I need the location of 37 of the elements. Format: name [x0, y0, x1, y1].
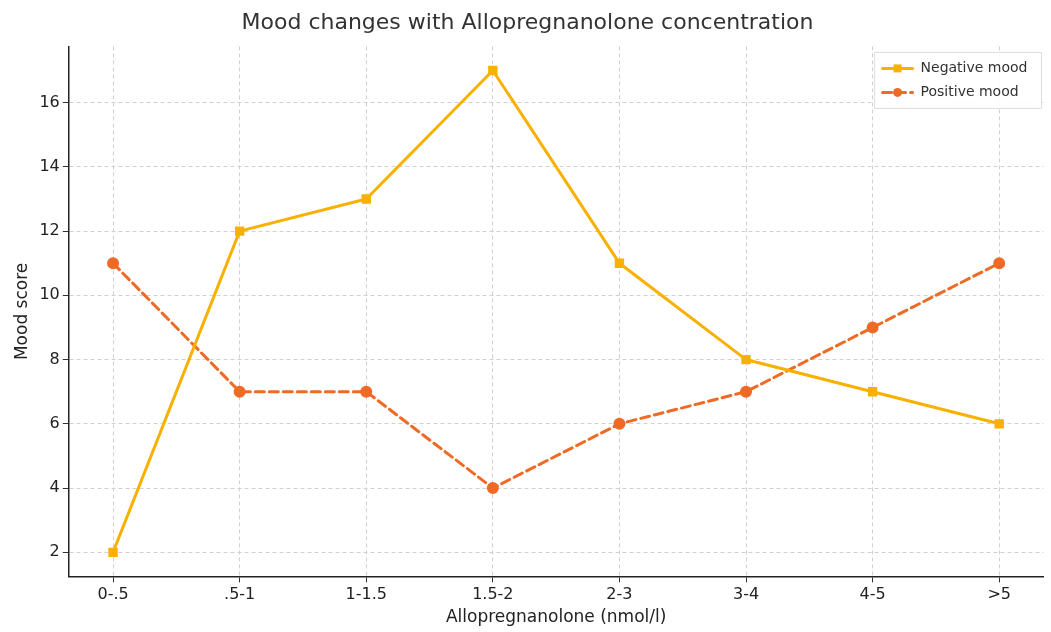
point	[740, 385, 753, 398]
point	[614, 258, 625, 268]
x-tick-label: 3-4	[732, 584, 760, 604]
x-tick-label: 1-1.5	[345, 584, 387, 604]
legend-label: Negative mood	[920, 59, 1028, 76]
x-tick-label: 2-3	[606, 584, 633, 604]
y-tick-label: 10	[39, 284, 60, 304]
x-tick-label: 0-.5	[97, 584, 129, 604]
point	[488, 65, 498, 76]
x-tick-label: .5-1	[224, 584, 256, 604]
y-tick-label: 12	[39, 220, 60, 240]
y-tick-label: 16	[39, 91, 60, 111]
point	[486, 482, 499, 495]
point	[866, 321, 879, 334]
chart-title: Mood changes with Allopregnanolone concentration	[241, 8, 814, 34]
y-tick-label: 14	[39, 156, 60, 176]
y-axis-title: Mood score	[10, 262, 31, 361]
point	[994, 419, 1004, 429]
y-tick-label: 2	[49, 541, 60, 561]
y-tick-label: 4	[49, 477, 60, 497]
y-tick-label: 8	[49, 348, 60, 368]
legend-label: Positive mood	[920, 83, 1019, 100]
point	[233, 385, 246, 398]
point	[108, 547, 118, 557]
x-tick-label: >5	[987, 584, 1011, 604]
point	[613, 417, 626, 430]
point	[360, 385, 373, 398]
point	[107, 257, 120, 270]
point	[361, 194, 371, 204]
point	[993, 257, 1006, 270]
x-tick-label: 1.5-2	[472, 584, 514, 604]
point	[234, 226, 245, 236]
x-axis-title: Allopregnanolone (nmol/l)	[445, 606, 667, 627]
x-tick-label: 4-5	[859, 584, 886, 604]
point	[741, 354, 751, 365]
y-tick-label: 6	[49, 412, 60, 432]
point	[867, 387, 878, 397]
